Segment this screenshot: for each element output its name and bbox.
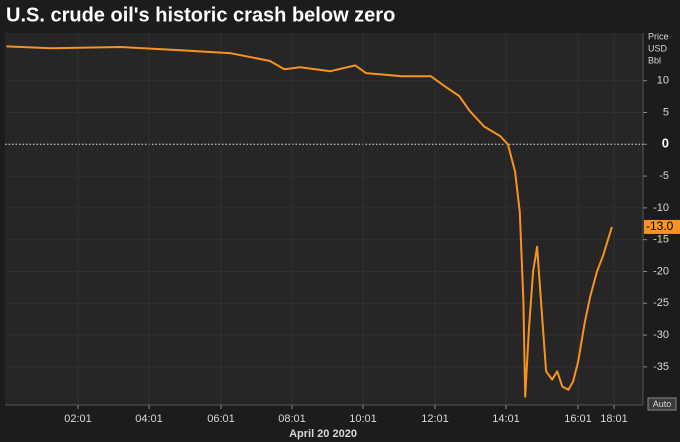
- chart-title: U.S. crude oil's historic crash below ze…: [6, 4, 395, 26]
- x-axis-label: April 20 2020: [289, 428, 357, 440]
- y-tick-label: -5: [659, 170, 669, 182]
- y-tick-label: -25: [653, 297, 669, 309]
- last-value-marker: [644, 219, 680, 234]
- y-tick-label: -15: [653, 234, 669, 246]
- y-axis-label: Price: [648, 31, 669, 41]
- y-tick-label: 5: [663, 106, 669, 118]
- x-tick-label: 12:01: [421, 413, 449, 425]
- y-tick-label: -35: [653, 361, 669, 373]
- y-tick-label: -30: [653, 329, 669, 341]
- y-tick-label: 10: [657, 75, 669, 87]
- x-tick-label: 02:01: [64, 413, 92, 425]
- plot-area: [5, 33, 643, 405]
- y-tick-label: -20: [653, 265, 669, 277]
- y-tick-label: 0: [662, 136, 669, 151]
- x-tick-label: 06:01: [207, 413, 235, 425]
- x-tick-label: 10:01: [349, 413, 377, 425]
- y-axis-label: Bbl: [648, 55, 661, 65]
- price-line: [6, 45, 613, 398]
- x-tick-label: 14:01: [492, 413, 520, 425]
- last-value-label: -13.0: [646, 219, 674, 233]
- x-tick-label: 08:01: [278, 413, 306, 425]
- y-tick-label: -10: [653, 202, 669, 214]
- auto-button[interactable]: [647, 397, 677, 411]
- x-tick-label: 16:01: [564, 413, 592, 425]
- y-axis-label: USD: [648, 43, 668, 53]
- auto-button-label[interactable]: Auto: [653, 399, 672, 409]
- x-tick-label: 04:01: [135, 413, 163, 425]
- x-tick-label: 18:01: [600, 413, 628, 425]
